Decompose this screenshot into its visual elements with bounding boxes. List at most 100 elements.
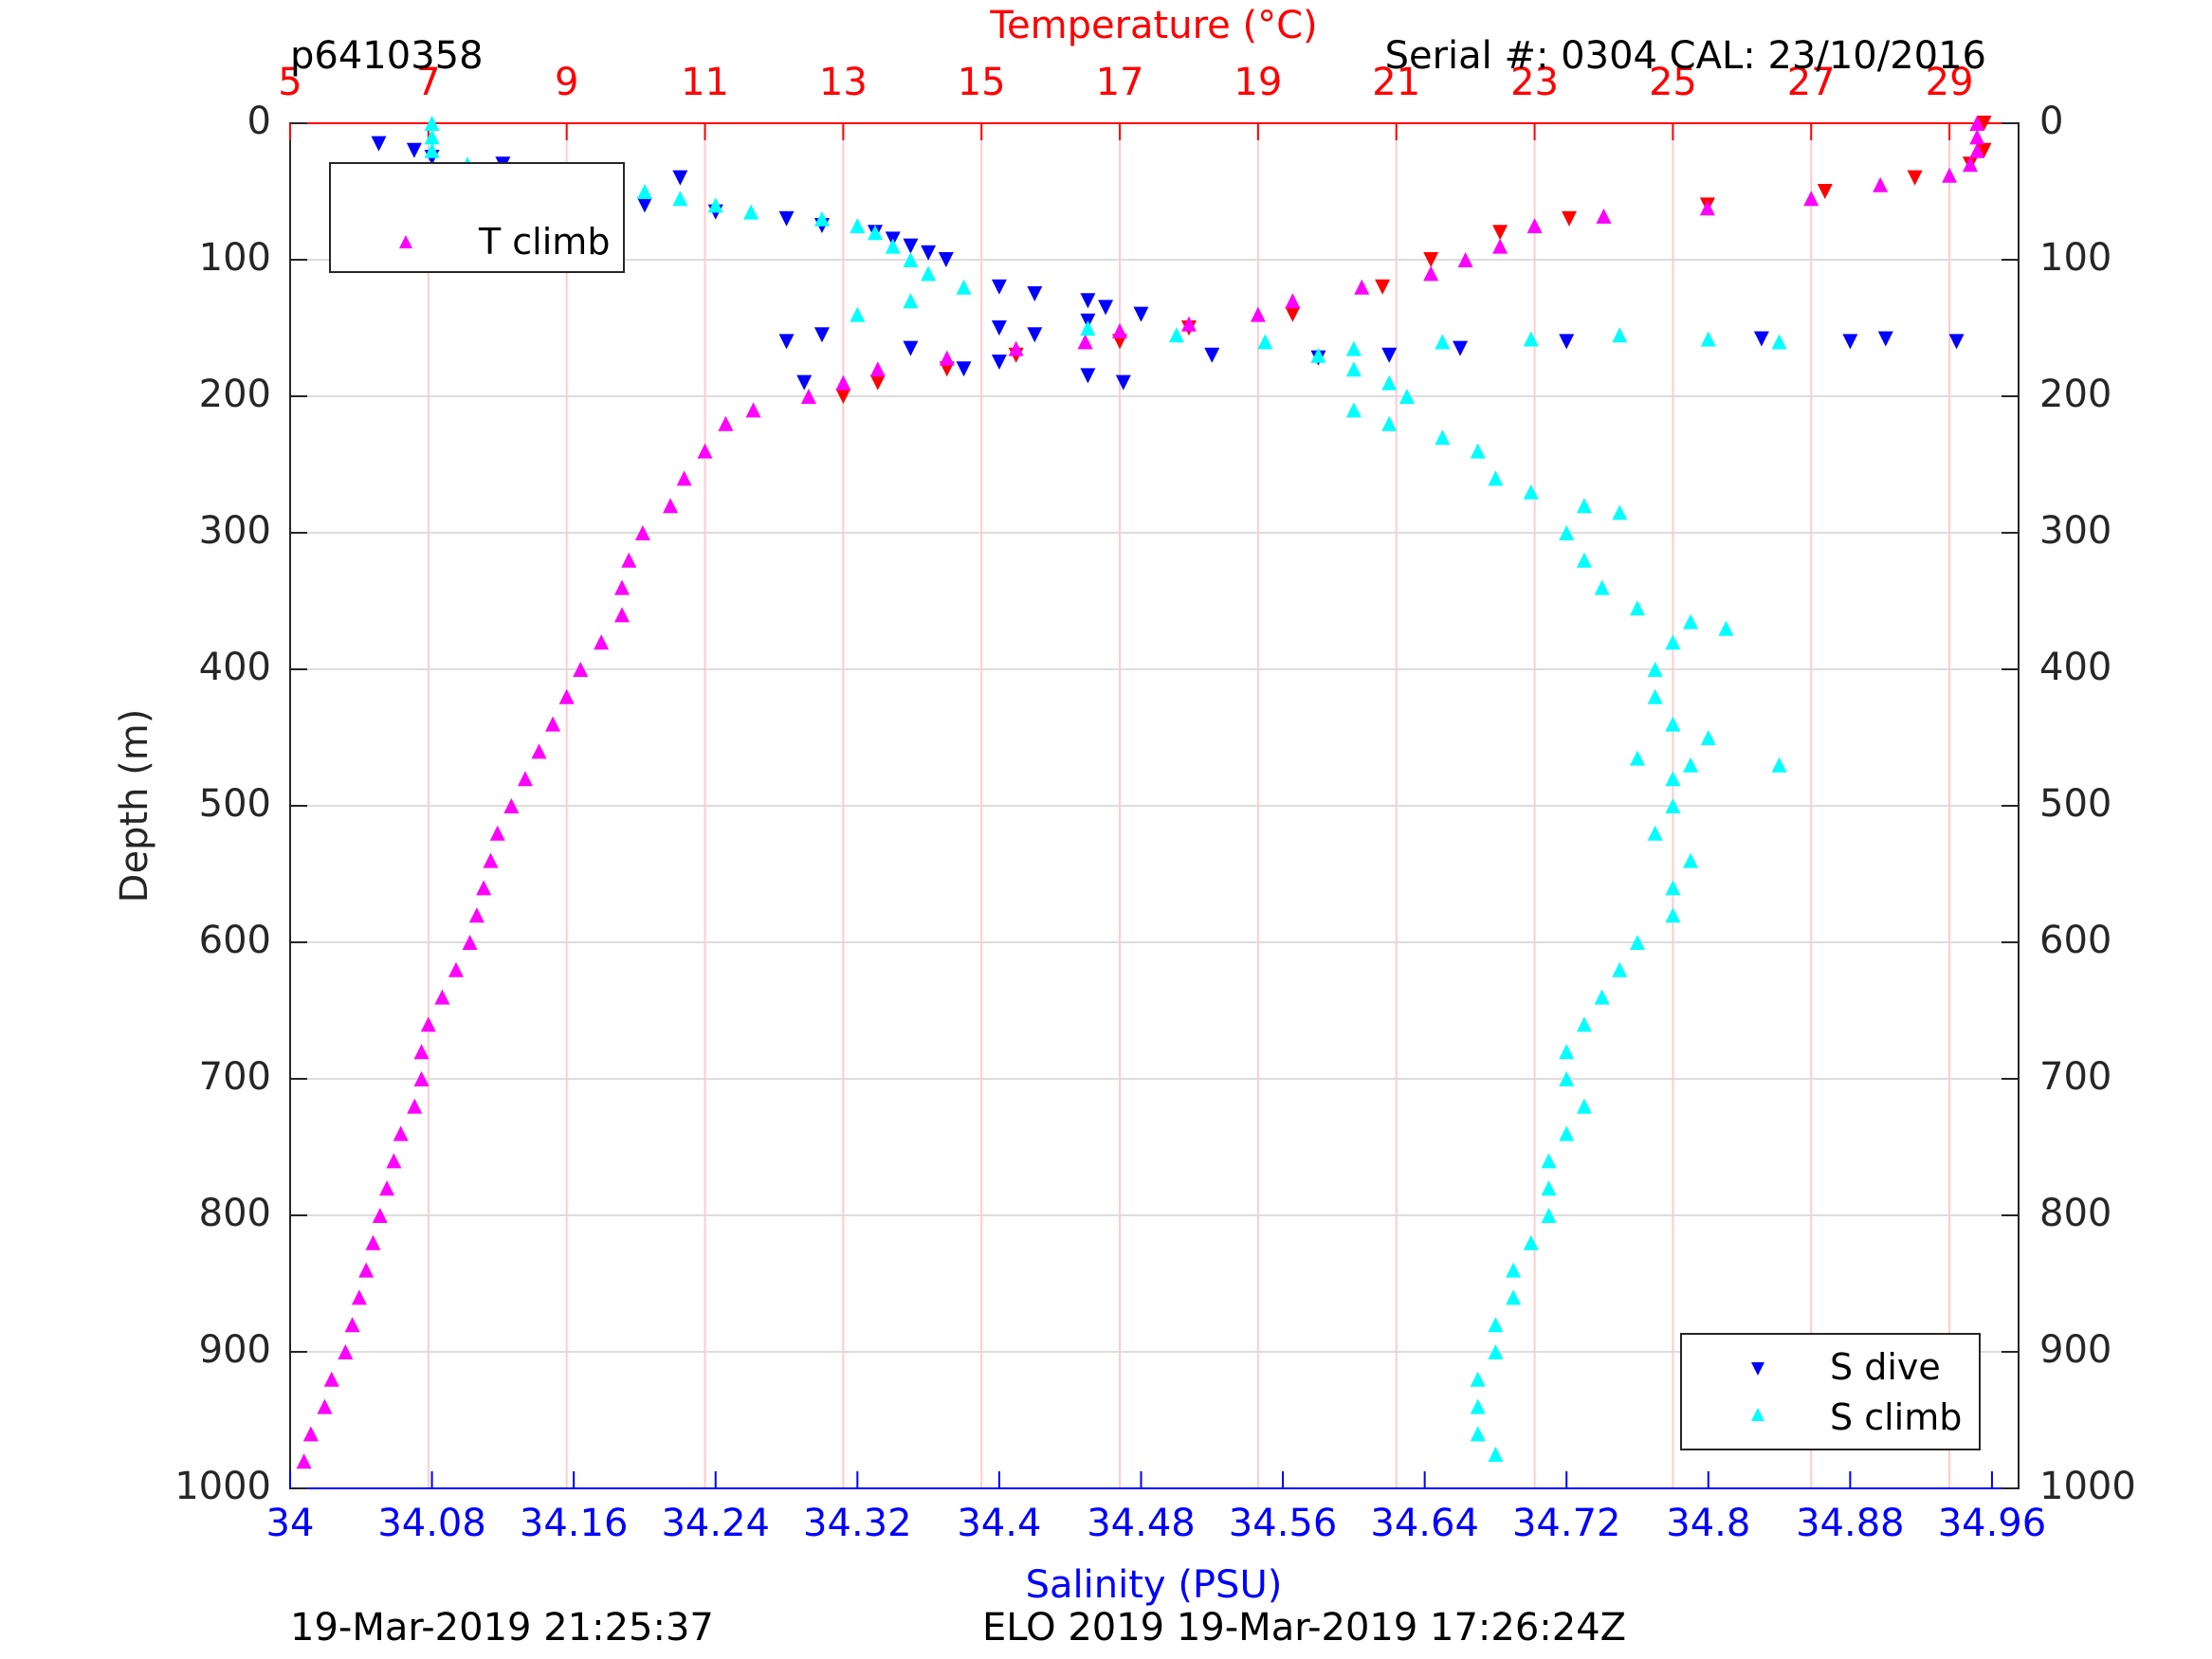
s-climb-point	[707, 197, 723, 213]
ticks: 0 0 100 100 200 200 300 300 400 400 500 500 600 600 70…	[174, 61, 2136, 1545]
profile-id: p6410358	[290, 34, 484, 78]
t-climb-point	[1180, 316, 1197, 332]
s-dive-point	[938, 252, 954, 267]
depth-tick-label-left: 200	[199, 373, 271, 416]
s-climb-point	[814, 210, 830, 227]
s-dive-point	[778, 210, 795, 227]
s-climb-point	[1488, 1447, 1504, 1462]
t-climb-point	[800, 389, 816, 404]
temperature-tick-label: 7	[416, 61, 440, 104]
salinity-tick-label: 34.16	[520, 1502, 629, 1545]
s-climb-point	[1576, 552, 1592, 568]
s-dive-point	[1080, 368, 1096, 384]
t-climb-point	[545, 716, 561, 732]
grid	[289, 122, 2019, 1489]
salinity-tick-label: 34.64	[1370, 1502, 1479, 1545]
depth-tick-label-right: 100	[2039, 236, 2111, 280]
s-climb-point	[1576, 1098, 1592, 1114]
s-climb-point	[1559, 1044, 1575, 1060]
s-dive-point	[1753, 331, 1769, 347]
s-climb-point	[1594, 579, 1610, 595]
s-dive-point	[991, 355, 1007, 370]
t-climb-point	[517, 771, 533, 787]
temperature-tick-label: 15	[958, 61, 1006, 104]
temperature-tick-label: 13	[819, 61, 868, 104]
legend-t-climb-marker	[399, 235, 412, 248]
s-dive-point	[991, 320, 1007, 336]
salinity-tick-label: 34.24	[661, 1502, 770, 1545]
salinity-tick-label: 34.08	[377, 1502, 486, 1545]
t-climb-point	[745, 402, 761, 418]
s-dive-point	[1559, 334, 1575, 350]
s-climb-point	[1541, 1180, 1557, 1196]
s-climb-point	[1168, 327, 1184, 343]
s-climb-point	[1435, 429, 1451, 446]
t-climb-point	[718, 415, 734, 431]
depth-tick-label-right: 0	[2039, 100, 2063, 143]
s-dive-point	[1133, 306, 1149, 322]
s-dive-point	[1948, 334, 1965, 350]
s-climb-point	[850, 218, 866, 233]
t-climb-point	[1803, 191, 1819, 207]
legend-salinity: S dive S climb	[1680, 1333, 1981, 1450]
s-dive-point	[371, 136, 387, 152]
s-climb-point	[868, 225, 884, 241]
t-dive-point	[1817, 184, 1833, 199]
footer-timestamp: 19-Mar-2019 21:25:37	[290, 1606, 714, 1650]
s-climb-point	[424, 116, 440, 131]
s-climb-point	[636, 184, 652, 199]
salinity-tick-label: 34.8	[1666, 1502, 1750, 1545]
s-climb-point	[1541, 1153, 1557, 1169]
s-climb-point	[1345, 361, 1362, 377]
s-climb-point	[1559, 1125, 1575, 1141]
s-climb-point	[1630, 750, 1646, 766]
temperature-axis-title: Temperature (°C)	[989, 4, 1317, 47]
t-climb-point	[358, 1262, 375, 1278]
s-climb-point	[1647, 662, 1663, 677]
t-climb-point	[1873, 176, 1889, 192]
t-climb-point	[1969, 142, 1985, 158]
s-dive-point	[406, 142, 422, 158]
s-climb-point	[1488, 470, 1504, 486]
s-dive-point	[1027, 327, 1043, 343]
salinity-tick-label: 34.32	[803, 1502, 912, 1545]
depth-tick-label-right: 300	[2039, 509, 2111, 553]
t-climb-point	[939, 350, 955, 366]
depth-tick-label-right: 700	[2039, 1055, 2111, 1099]
s-climb-point	[1576, 498, 1592, 514]
t-climb-point	[462, 935, 478, 950]
s-climb-point	[1771, 334, 1787, 350]
depth-tick-label-left: 600	[199, 919, 271, 962]
s-dive-point	[903, 238, 919, 254]
temperature-tick-label: 29	[1926, 61, 1974, 104]
s-climb-point	[903, 252, 919, 267]
s-climb-point	[1612, 961, 1628, 977]
s-climb-point	[1559, 1071, 1575, 1086]
t-climb-point	[338, 1344, 354, 1359]
s-climb-point	[1470, 443, 1486, 459]
temperature-tick-label: 27	[1787, 61, 1836, 104]
s-dive-point	[903, 340, 919, 356]
s-climb-point	[1612, 504, 1628, 520]
salinity-tick-label: 34.56	[1229, 1502, 1338, 1545]
t-climb-point	[413, 1044, 430, 1060]
s-dive-point	[1080, 293, 1096, 309]
legend-temperature-box	[329, 162, 625, 273]
t-climb-point	[448, 961, 465, 977]
t-dive-point	[1907, 170, 1923, 186]
s-climb-point	[1506, 1262, 1522, 1278]
s-dive-point	[991, 279, 1007, 295]
t-climb-point	[365, 1234, 381, 1250]
t-climb-point	[372, 1208, 388, 1223]
t-climb-point	[1969, 129, 1985, 145]
s-climb-point	[1080, 320, 1096, 336]
s-climb-point	[1381, 415, 1398, 431]
depth-tick-label-left: 800	[199, 1192, 271, 1235]
t-climb-point	[594, 634, 610, 650]
depth-tick-label-left: 300	[199, 509, 271, 553]
s-climb-point	[1771, 757, 1787, 773]
legend-t-climb-label: T climb	[478, 221, 610, 263]
s-climb-point	[1700, 730, 1716, 745]
footer-mission: ELO 2019 19-Mar-2019 17:26:24Z	[982, 1606, 1626, 1650]
s-climb-point	[424, 129, 440, 145]
